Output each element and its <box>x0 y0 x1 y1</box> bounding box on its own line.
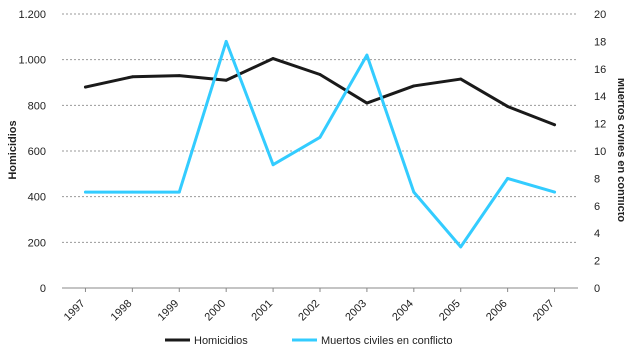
data-point <box>506 177 510 180</box>
x-tick-label: 1999 <box>156 298 182 324</box>
data-point <box>459 77 463 81</box>
data-point <box>177 190 181 194</box>
y2-tick-label: 14 <box>594 91 606 103</box>
data-point <box>412 84 416 88</box>
data-point <box>224 78 228 82</box>
y-axis-right: 0 2 4 6 8 10 12 14 16 18 20 <box>594 9 606 295</box>
y-tick-label: 800 <box>28 100 46 112</box>
data-point <box>271 57 275 60</box>
data-point <box>365 101 369 105</box>
legend: Homicidios Muertos civiles en conflicto <box>165 335 452 347</box>
data-point <box>318 73 322 76</box>
data-point <box>553 190 556 194</box>
x-tick-label: 2005 <box>437 298 463 324</box>
data-point <box>506 105 510 108</box>
x-tick-label: 1998 <box>109 298 135 324</box>
data-point <box>365 53 369 57</box>
y2-tick-label: 16 <box>594 64 606 76</box>
data-point <box>84 190 87 194</box>
y-axis-title: Homicidios <box>7 120 19 179</box>
y-tick-label: 1.200 <box>18 9 46 21</box>
x-tick-label: 2006 <box>484 298 510 324</box>
y2-tick-label: 2 <box>594 256 600 268</box>
data-point <box>224 40 228 43</box>
y2-tick-label: 4 <box>594 228 600 240</box>
x-tick-label: 2004 <box>390 298 416 324</box>
y-tick-label: 600 <box>28 146 46 158</box>
y2-axis-title: Muertos civiles en conflicto <box>615 78 624 223</box>
data-point <box>271 163 275 167</box>
y2-tick-label: 6 <box>594 201 600 213</box>
y2-tick-label: 10 <box>594 146 606 158</box>
legend-label-muertos: Muertos civiles en conflicto <box>321 335 452 347</box>
y2-tick-label: 0 <box>594 283 600 295</box>
gridlines <box>62 13 578 243</box>
data-point <box>459 245 463 249</box>
x-tick-label: 2007 <box>531 298 557 324</box>
x-axis: 1997 1998 1999 2000 2001 2002 2003 2004 2005 2006… <box>62 288 557 323</box>
series-lines <box>83 39 557 249</box>
data-point <box>130 75 134 79</box>
x-tick-label: 1997 <box>62 298 88 324</box>
x-tick-label: 2000 <box>203 298 229 324</box>
legend-label-homicidios: Homicidios <box>194 335 248 347</box>
y2-tick-label: 8 <box>594 173 600 185</box>
data-point <box>318 135 322 139</box>
y-tick-label: 1.000 <box>18 55 46 67</box>
y-tick-label: 0 <box>40 283 46 295</box>
series-line-muertos-civiles <box>83 39 557 249</box>
x-tick-label: 2001 <box>249 298 275 324</box>
y2-tick-label: 12 <box>594 119 606 131</box>
y-axis-left: 0 200 400 600 800 1.000 1.200 <box>18 9 46 295</box>
data-point <box>130 190 134 194</box>
x-tick-label: 2003 <box>343 298 369 324</box>
data-point <box>84 85 87 89</box>
y2-tick-label: 20 <box>594 9 606 21</box>
y-tick-label: 400 <box>28 192 46 204</box>
y2-tick-label: 18 <box>594 36 606 48</box>
series-line-homicidios <box>83 57 557 127</box>
x-tick-label: 2002 <box>296 298 322 324</box>
y-tick-label: 200 <box>28 237 46 249</box>
data-point <box>177 74 181 78</box>
data-point <box>412 190 416 194</box>
data-point <box>553 123 556 127</box>
